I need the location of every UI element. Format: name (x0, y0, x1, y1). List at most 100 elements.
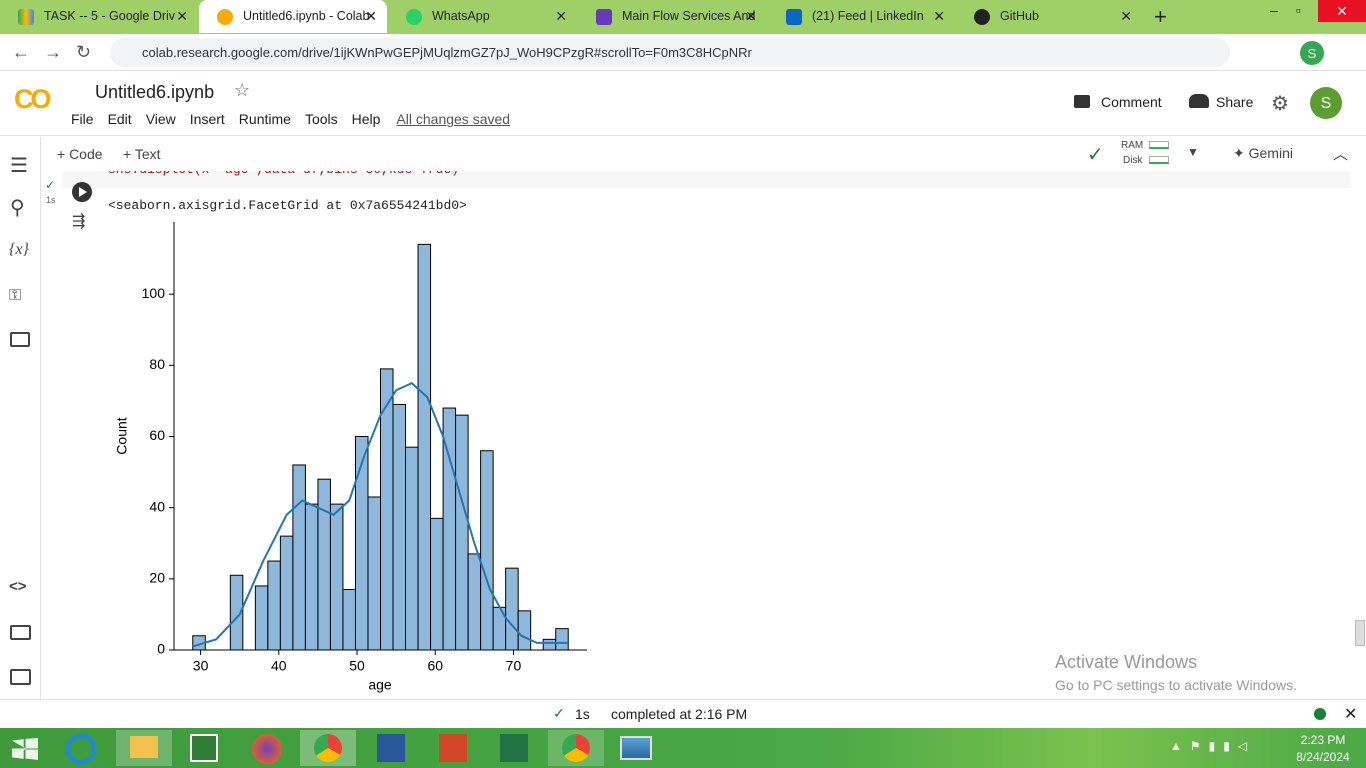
star[interactable]: ☆ (234, 80, 251, 100)
menu-item[interactable]: File (71, 111, 94, 127)
variables-icon[interactable]: {x} (9, 241, 29, 258)
tab[interactable]: GitHub ✕ (956, 0, 1142, 33)
terminal-icon[interactable] (10, 669, 31, 685)
tab[interactable]: Main Flow Services And ✕ (578, 0, 767, 33)
app-powerpoint[interactable] (439, 734, 467, 762)
status-bar: ✓ 1s completed at 2:16 PM ✕ (0, 699, 1366, 728)
colab-logo[interactable]: CO (14, 84, 51, 114)
menu-item[interactable]: Runtime (238, 111, 291, 127)
bar (304, 503, 319, 651)
profile[interactable]: S (1300, 41, 1324, 65)
y-tick-label: 80 (149, 356, 165, 372)
comment-icon (1074, 95, 1090, 108)
gemini-label: Gemini (1248, 145, 1293, 161)
gemini[interactable]: ✦ Gemini (1233, 145, 1293, 161)
bar (480, 450, 494, 651)
bar (254, 585, 269, 651)
bar (417, 243, 432, 651)
colab-header: CO Untitled6.ipynb ☆ File Edit View Insert R… (0, 72, 1366, 136)
tab-title: TASK -- 5 - Google Driv (44, 9, 176, 23)
bar (467, 553, 482, 651)
command-icon[interactable] (10, 625, 31, 640)
y-tick-label: 20 (149, 570, 165, 586)
app-excel[interactable] (500, 734, 528, 762)
bar (267, 560, 281, 651)
app-store[interactable] (190, 734, 218, 762)
notebook-toolbar: + Code + Text ✓ RAM Disk ▼ ✦ Gemini ︿ (41, 137, 1366, 171)
start-button[interactable] (12, 738, 38, 760)
menu-item[interactable]: Insert (189, 111, 225, 127)
app-explorer[interactable] (116, 730, 172, 766)
y-tick-label: 100 (142, 285, 166, 301)
tab-title: WhatsApp (432, 9, 490, 23)
share-icon (1189, 94, 1209, 108)
clock-date: 8/24/2024 (1296, 750, 1350, 764)
new-tab[interactable]: + (1154, 4, 1167, 29)
save-status[interactable]: All changes saved (396, 111, 511, 127)
share[interactable]: Share (1216, 94, 1254, 110)
x-tick-label: 30 (193, 658, 209, 674)
files-icon[interactable] (10, 332, 30, 347)
bar (555, 628, 569, 651)
tray-icons[interactable]: ▲⚑▮▮◁ (1170, 739, 1256, 753)
x-tick-label: 40 (271, 658, 287, 674)
search-icon[interactable]: ⚲ (10, 197, 25, 219)
secrets-icon[interactable]: ⚿ (9, 287, 22, 304)
add-text[interactable]: + Text (123, 146, 161, 162)
scrollbar[interactable] (1355, 620, 1365, 646)
menu-item[interactable]: Edit (107, 111, 132, 127)
ram-meter (1149, 141, 1169, 149)
clock-time: 2:23 PM (1300, 733, 1346, 747)
bar (292, 464, 306, 651)
app-word[interactable] (377, 734, 405, 762)
tab-title: GitHub (1000, 9, 1039, 23)
tab[interactable]: TASK -- 5 - Google Driv ✕ (0, 0, 198, 33)
connected-check: ✓ (1087, 144, 1104, 166)
app-chrome-2[interactable] (548, 730, 604, 766)
tab[interactable]: WhatsApp ✕ (388, 0, 577, 33)
notebook-title[interactable]: Untitled6.ipynb (95, 82, 215, 102)
tab-title: Untitled6.ipynb - Colab (243, 9, 370, 23)
settings[interactable]: ⚙ (1271, 93, 1289, 115)
menu: File Edit View Insert Runtime Tools Help All ch… (71, 111, 524, 127)
address-box[interactable] (110, 38, 1230, 67)
add-code[interactable]: + Code (57, 146, 103, 162)
close-window[interactable]: ✕ (1318, 0, 1366, 22)
menu-item[interactable]: Help (351, 111, 381, 127)
y-tick-label: 0 (157, 641, 165, 657)
app-chrome[interactable] (300, 730, 356, 766)
nav-buttons[interactable]: ←→↻ (12, 42, 106, 62)
tab[interactable]: (21) Feed | LinkedIn ✕ (768, 0, 955, 33)
bar (505, 567, 519, 651)
avatar[interactable]: S (1310, 87, 1342, 119)
y-tick-label: 60 (149, 427, 165, 443)
watermark-title: Activate Windows (1055, 652, 1198, 672)
output-menu[interactable]: ⇶ (72, 213, 86, 230)
bar (405, 446, 419, 651)
run-button[interactable] (72, 182, 92, 202)
menu-item[interactable]: Tools (304, 111, 338, 127)
bar (517, 610, 532, 651)
url: colab.research.google.com/drive/1ijKWnPw… (142, 45, 752, 60)
status-check: ✓ (553, 705, 565, 721)
comment[interactable]: Comment (1101, 94, 1162, 110)
run-time: 1s (46, 195, 56, 205)
x-tick-label: 70 (506, 658, 522, 674)
menu-item[interactable]: View (145, 111, 176, 127)
toc-icon[interactable]: ☰ (10, 155, 28, 177)
tab-active[interactable]: Untitled6.ipynb - Colab ✕ (199, 0, 387, 33)
window-controls[interactable]: –▫ (1270, 2, 1319, 18)
snippets-icon[interactable]: <> (9, 578, 27, 595)
runtime-dropdown[interactable]: ▼ (1187, 145, 1199, 159)
bar (455, 414, 469, 651)
app-photos[interactable] (620, 736, 652, 760)
y-axis-label: Count (114, 417, 130, 454)
bar (354, 436, 369, 651)
code-cell: sns.displot(x='age',data=df,bins=30,kde=… (62, 171, 1350, 188)
status-close[interactable]: ✕ (1344, 706, 1358, 723)
collapse[interactable]: ︿ (1333, 146, 1349, 163)
app-firefox[interactable] (252, 734, 282, 764)
app-ie[interactable] (66, 734, 96, 764)
bar (317, 478, 331, 651)
